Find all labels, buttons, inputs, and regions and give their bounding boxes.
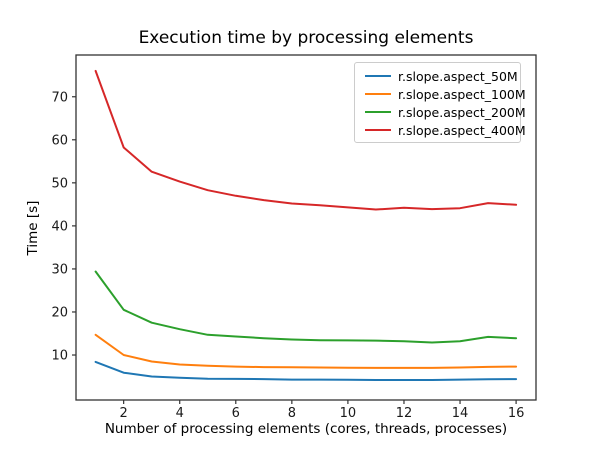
legend-label: r.slope.aspect_100M: [398, 86, 526, 102]
y-tick-label: 60: [51, 133, 68, 148]
legend-label: r.slope.aspect_400M: [398, 122, 526, 138]
x-axis-label: Number of processing elements (cores, th…: [104, 421, 508, 437]
axes-spines: [75, 54, 537, 401]
legend-item: r.slope.aspect_100M: [355, 85, 526, 103]
legend-item: r.slope.aspect_50M: [355, 67, 520, 85]
series-line-r.slope.aspect_100M: [94, 333, 518, 369]
legend-line-swatch: [365, 129, 391, 131]
x-tick-label: 2: [120, 406, 128, 421]
legend-label: r.slope.aspect_50M: [398, 68, 518, 84]
legend-item: r.slope.aspect_200M: [355, 103, 526, 121]
x-tick-label: 16: [508, 406, 525, 421]
legend-line-swatch: [365, 75, 391, 77]
y-tick-label: 10: [51, 349, 68, 364]
legend-line-swatch: [365, 93, 391, 95]
chart-title: Execution time by processing elements: [138, 28, 474, 48]
legend: r.slope.aspect_50M r.slope.aspect_100M r.s…: [354, 62, 526, 143]
legend-line-swatch: [365, 111, 391, 113]
x-tick-label: 8: [288, 406, 296, 421]
y-tick-label: 50: [51, 176, 68, 191]
x-tick-label: 6: [232, 406, 240, 421]
legend-label: r.slope.aspect_200M: [398, 104, 526, 120]
legend-item: r.slope.aspect_400M: [355, 121, 526, 139]
y-tick-label: 30: [51, 262, 68, 277]
x-tick-label: 14: [452, 406, 469, 421]
x-tick-label: 10: [340, 406, 357, 421]
x-tick-label: 12: [396, 406, 413, 421]
x-tick-label: 4: [176, 406, 184, 421]
series-line-r.slope.aspect_200M: [94, 270, 518, 344]
y-tick-label: 40: [51, 219, 68, 234]
y-tick-label: 70: [51, 90, 68, 105]
series-line-r.slope.aspect_50M: [94, 360, 518, 381]
y-tick-label: 20: [51, 305, 68, 320]
series-line-r.slope.aspect_400M: [94, 69, 518, 211]
